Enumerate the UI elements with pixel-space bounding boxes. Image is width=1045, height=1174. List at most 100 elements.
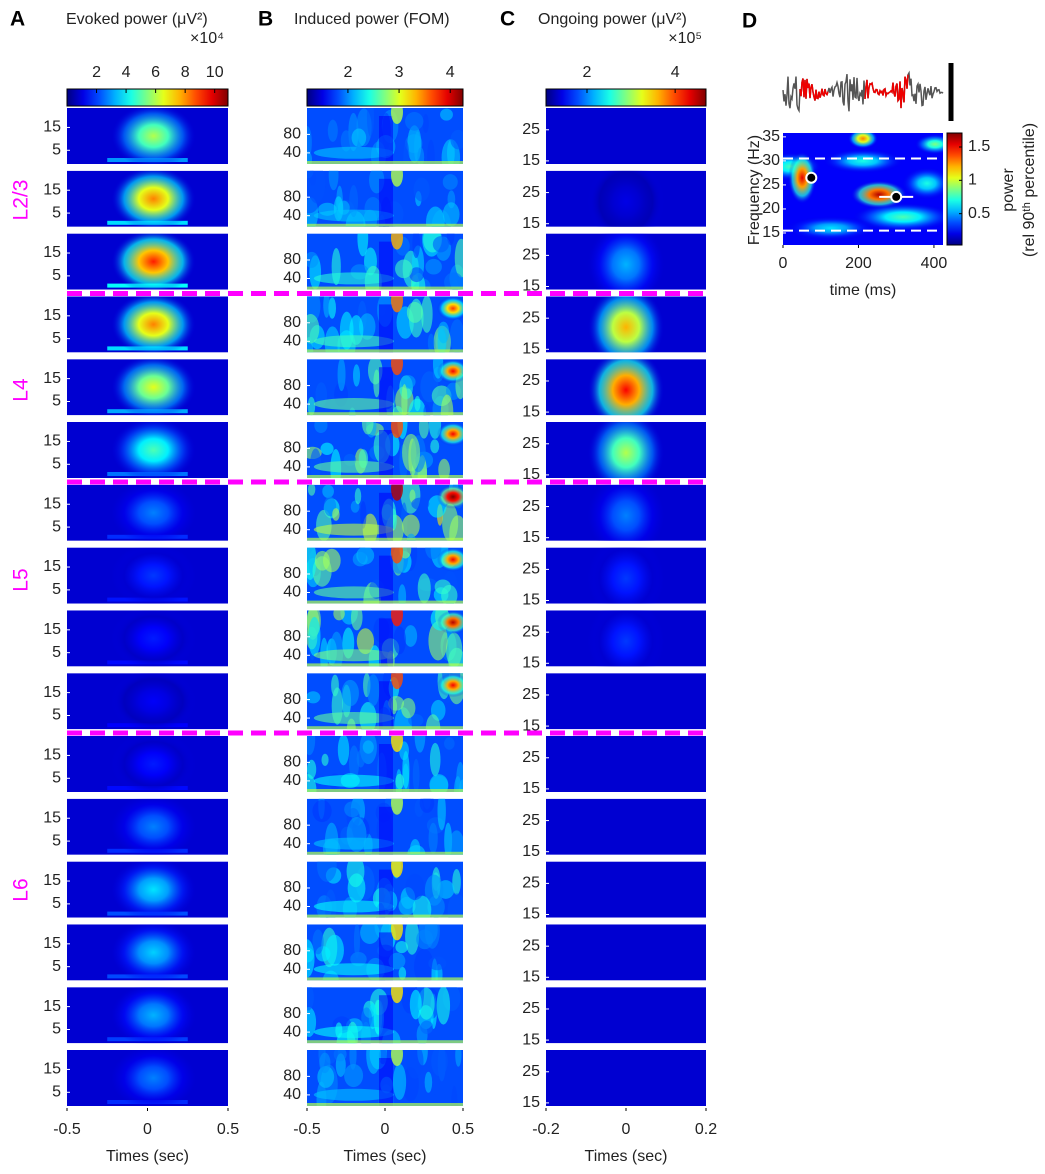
heatmap-texture: [427, 139, 435, 164]
heatmap-texture: [322, 484, 334, 498]
y-tick-label: 15: [43, 370, 61, 387]
title-scale: ×10⁵: [668, 30, 702, 47]
heatmap-bg: [546, 736, 706, 792]
heatmap: [67, 170, 228, 227]
y-tick-label: 25: [522, 121, 540, 138]
colorbar-tick-label: 2: [343, 64, 352, 81]
heatmap: [67, 422, 228, 478]
layer-label: L4: [10, 378, 33, 402]
heatmap-texture: [449, 515, 463, 541]
heatmap: [546, 108, 706, 164]
y-tick-label: 15: [43, 621, 61, 638]
heatmap-texture: [328, 297, 337, 319]
heatmap-texture: [337, 736, 350, 766]
heatmap-texture: [398, 584, 407, 604]
heatmap-bg: [546, 673, 706, 730]
heatmap: [67, 547, 228, 604]
heatmap-blob: [588, 233, 664, 290]
colorbar-label: power: [1000, 168, 1017, 212]
heatmap-texture: [417, 573, 431, 604]
x-axis-label: Times (sec): [344, 1148, 427, 1165]
heatmap-edge: [307, 412, 463, 416]
heatmap-blob: [588, 359, 664, 416]
heatmap-texture: [307, 547, 317, 581]
y-tick-label: 40: [283, 709, 301, 726]
panel-letter: D: [742, 10, 757, 33]
heatmap-texture: [401, 383, 408, 416]
heatmap: [546, 924, 706, 981]
y-tick-label: 20: [762, 200, 780, 217]
x-axis-label: Times (sec): [585, 1148, 668, 1165]
heatmap-texture: [425, 206, 445, 227]
y-tick-label: 40: [283, 333, 301, 350]
y-tick-label: 15: [43, 809, 61, 826]
heatmap-hot: [437, 547, 463, 572]
heatmap-texture: [333, 610, 345, 621]
y-tick-label: 15: [762, 224, 780, 241]
heatmap: [546, 484, 706, 541]
heatmap-hot: [391, 736, 403, 752]
x-tick-label: 0: [143, 1121, 152, 1138]
burst-trace: [799, 78, 829, 101]
heatmap-texture: [438, 458, 450, 478]
heatmap-blob: [111, 484, 196, 541]
heatmap-dark: [379, 492, 393, 541]
heatmap: [546, 673, 706, 730]
y-tick-label: 80: [283, 565, 301, 582]
heatmap-texture: [325, 934, 344, 966]
heatmap-texture: [313, 460, 394, 473]
heatmap-texture: [307, 396, 316, 416]
heatmap-blob: [111, 233, 196, 290]
y-tick-label: 15: [43, 684, 61, 701]
heatmap-hot: [437, 610, 463, 635]
heatmap: [307, 1050, 463, 1106]
heatmap-texture: [434, 579, 452, 595]
heatmap: [546, 798, 706, 855]
heatmap-texture: [437, 798, 446, 831]
x-tick-label: 0: [779, 255, 788, 272]
heatmap-texture: [356, 749, 366, 768]
y-tick-label: 5: [52, 581, 61, 598]
heatmap-dark: [379, 806, 393, 855]
heatmap-texture: [425, 258, 442, 275]
heatmap-texture: [356, 547, 375, 565]
heatmap-texture: [414, 736, 426, 753]
heatmap-texture: [402, 750, 410, 789]
heatmap-texture: [405, 924, 420, 955]
heatmap-blob: [111, 359, 196, 416]
heatmap-texture: [419, 798, 435, 813]
y-tick-label: 40: [283, 961, 301, 978]
heatmap-texture: [416, 929, 434, 950]
heatmap-dark: [379, 116, 393, 164]
y-tick-label: 5: [52, 770, 61, 787]
heatmap-texture: [456, 804, 463, 831]
y-tick-label: 80: [283, 440, 301, 457]
x-tick-label: 0: [381, 1121, 390, 1138]
heatmap-texture: [346, 861, 365, 888]
heatmap: [67, 610, 228, 667]
heatmap-dark: [379, 241, 393, 290]
heatmap-texture: [427, 333, 435, 353]
heatmap-blob: [588, 484, 664, 541]
heatmap: [307, 798, 463, 855]
heatmap-edge: [307, 223, 463, 227]
heatmap-texture: [361, 1007, 372, 1029]
heatmap-hot: [437, 359, 463, 384]
heatmap: [307, 610, 463, 667]
panel-letter: C: [500, 8, 515, 31]
y-tick-label: 40: [283, 521, 301, 538]
heatmap-texture: [356, 628, 375, 655]
heatmap: [307, 861, 463, 918]
heatmap-texture: [322, 548, 341, 573]
colorbar-tick-label: 2: [583, 64, 592, 81]
heatmap: [546, 1050, 706, 1106]
heatmap-texture: [349, 185, 359, 218]
y-tick-label: 25: [522, 1000, 540, 1017]
y-tick-label: 40: [283, 647, 301, 664]
heatmap: [67, 861, 228, 918]
y-tick-label: 80: [283, 816, 301, 833]
heatmap-blob: [111, 108, 196, 164]
heatmap-blob: [111, 170, 196, 227]
heatmap: [67, 798, 228, 855]
heatmap-blob: [915, 134, 943, 155]
